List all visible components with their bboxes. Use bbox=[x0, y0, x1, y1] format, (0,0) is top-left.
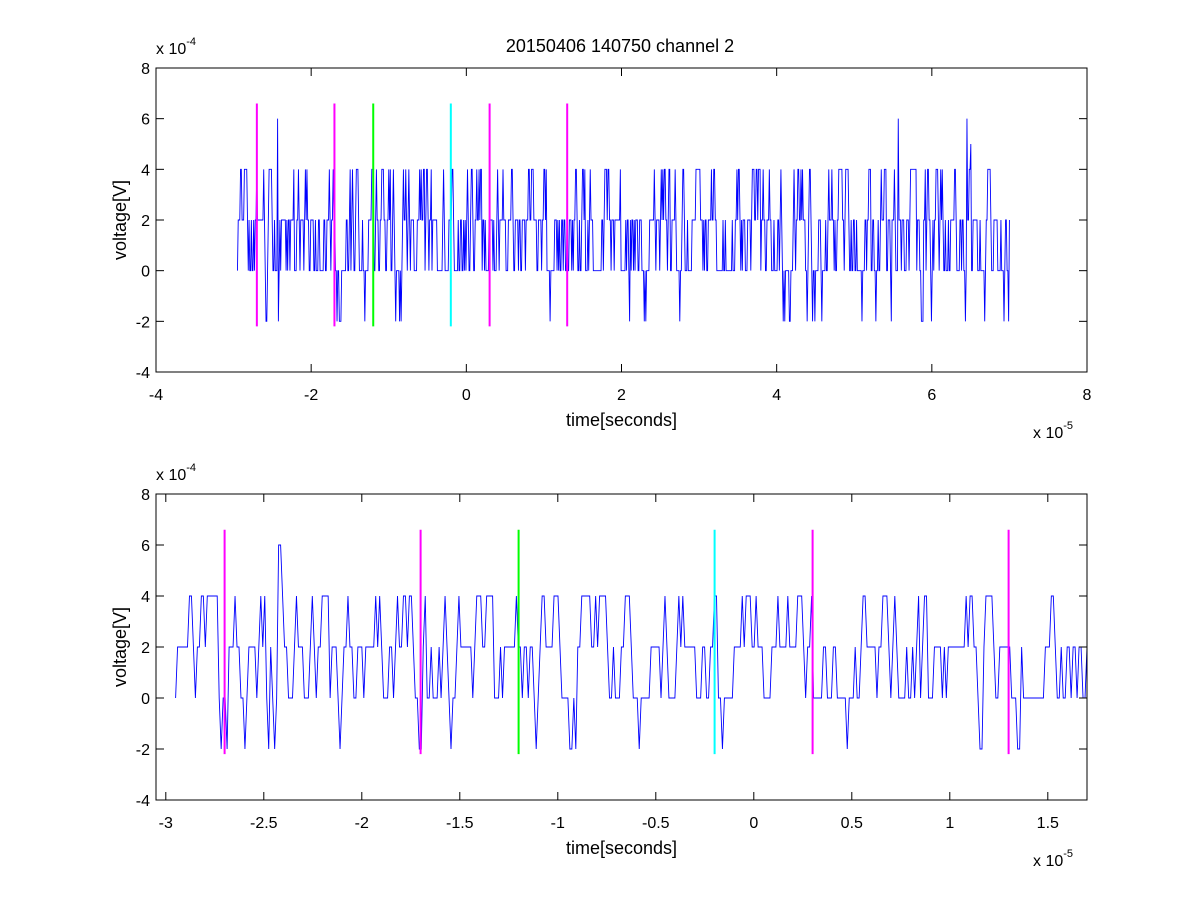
top-y-tick-label: 0 bbox=[141, 264, 150, 281]
bottom-y-multiplier-base: x 10 bbox=[156, 467, 186, 484]
top-signal-layer bbox=[237, 118, 1010, 322]
bottom-x-tick-label: 1.5 bbox=[1037, 815, 1059, 832]
top-signal-line bbox=[237, 118, 1010, 322]
bottom-y-tick-label: 4 bbox=[141, 589, 150, 606]
bottom-x-tick-label: -3 bbox=[159, 815, 173, 832]
bottom-x-tick-label: -1 bbox=[551, 815, 565, 832]
bottom-y-tick-label: 8 bbox=[141, 487, 150, 504]
bottom-x-tick-label: -0.5 bbox=[642, 815, 670, 832]
bottom-marker-layer bbox=[223, 529, 1010, 755]
top-x-tick-label: -4 bbox=[149, 387, 163, 404]
bottom-x-multiplier-exponent: -5 bbox=[1063, 848, 1073, 860]
top-x-tick-label: 8 bbox=[1083, 387, 1092, 404]
top-y-tick-label: 4 bbox=[141, 162, 150, 179]
top-x-multiplier: x 10-5 bbox=[1033, 420, 1073, 442]
top-y-tick-label: 8 bbox=[141, 61, 150, 78]
top-y-tick-label: 6 bbox=[141, 112, 150, 129]
bottom-y-tick-label: -4 bbox=[136, 793, 150, 810]
top-y-multiplier-base: x 10 bbox=[156, 41, 186, 58]
top-y-axis-label: voltage[V] bbox=[110, 180, 130, 260]
bottom-y-tick-label: 0 bbox=[141, 691, 150, 708]
bottom-x-multiplier: x 10-5 bbox=[1033, 848, 1073, 870]
bottom-signal-line bbox=[175, 544, 1088, 750]
bottom-axes-layer: -3 -2.5 -2 -1.5 -1 -0.5 0 0.5 1 1.5 -4 -2 0 2 4 6 8 bbox=[136, 487, 1088, 832]
bottom-y-tick-label: -2 bbox=[136, 742, 150, 759]
top-x-tick-label: 0 bbox=[462, 387, 471, 404]
top-axes-layer: -4 -2 0 2 4 6 8 -4 -2 0 2 4 6 8 bbox=[136, 61, 1092, 404]
top-x-tick-label: 6 bbox=[927, 387, 936, 404]
top-y-tick-label: -2 bbox=[136, 314, 150, 331]
top-x-tick-label: 2 bbox=[617, 387, 626, 404]
bottom-y-axis-label: voltage[V] bbox=[110, 607, 130, 687]
top-y-multiplier: x 10-4 bbox=[156, 36, 196, 58]
bottom-plot: -3 -2.5 -2 -1.5 -1 -0.5 0 0.5 1 1.5 -4 -2 0 2 4 6 8 time… bbox=[110, 462, 1088, 870]
chart-title: 20150406 140750 channel 2 bbox=[506, 36, 734, 56]
bottom-y-tick-label: 2 bbox=[141, 640, 150, 657]
top-axes-frame bbox=[155, 67, 1088, 373]
bottom-x-tick-label: 0 bbox=[749, 815, 758, 832]
top-plot: -4 -2 0 2 4 6 8 -4 -2 0 2 4 6 8 time[seconds] voltage… bbox=[110, 36, 1092, 442]
bottom-signal-layer bbox=[175, 544, 1088, 750]
bottom-x-tick-label: -1.5 bbox=[446, 815, 474, 832]
top-y-tick-label: 2 bbox=[141, 213, 150, 230]
bottom-x-tick-label: 0.5 bbox=[841, 815, 863, 832]
bottom-y-multiplier: x 10-4 bbox=[156, 462, 196, 484]
bottom-y-multiplier-exponent: -4 bbox=[186, 462, 196, 474]
bottom-y-tick-label: 6 bbox=[141, 538, 150, 555]
bottom-x-tick-label: 1 bbox=[945, 815, 954, 832]
top-x-tick-label: -2 bbox=[304, 387, 318, 404]
top-x-axis-label: time[seconds] bbox=[566, 410, 677, 430]
top-marker-layer bbox=[255, 103, 569, 327]
bottom-x-multiplier-base: x 10 bbox=[1033, 853, 1063, 870]
top-y-multiplier-exponent: -4 bbox=[186, 36, 196, 48]
bottom-x-axis-label: time[seconds] bbox=[566, 838, 677, 858]
top-x-tick-label: 4 bbox=[772, 387, 781, 404]
top-x-multiplier-base: x 10 bbox=[1033, 425, 1063, 442]
bottom-x-tick-label: -2.5 bbox=[250, 815, 278, 832]
bottom-x-tick-label: -2 bbox=[355, 815, 369, 832]
top-y-tick-label: -4 bbox=[136, 365, 150, 382]
top-x-multiplier-exponent: -5 bbox=[1063, 420, 1073, 432]
